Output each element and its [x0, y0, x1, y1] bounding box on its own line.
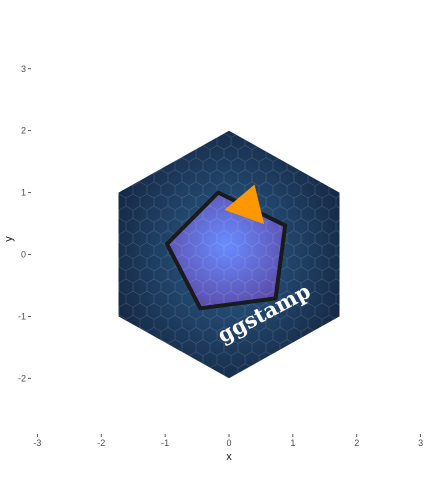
- x-tick-label: -2: [97, 438, 105, 448]
- y-tick-label: -2: [18, 373, 26, 383]
- x-tick-label: -3: [33, 438, 41, 448]
- x-tick-label: 3: [418, 438, 423, 448]
- y-axis-title: y: [3, 236, 15, 242]
- pentagon-outline: [165, 190, 288, 311]
- x-tick-label: 2: [354, 438, 359, 448]
- y-axis: -2 -1 0 1 2 3: [18, 64, 31, 383]
- x-tick-label: 0: [226, 438, 231, 448]
- y-tick-label: -1: [18, 311, 26, 321]
- x-axis: -3 -2 -1 0 1 2 3: [33, 434, 423, 448]
- x-axis-title: x: [226, 451, 232, 463]
- y-tick-label: 3: [21, 64, 26, 74]
- y-tick-label: 0: [21, 249, 26, 259]
- x-tick-label: 1: [290, 438, 295, 448]
- x-tick-label: -1: [161, 438, 169, 448]
- y-tick-label: 2: [21, 126, 26, 136]
- y-tick-label: 1: [21, 188, 26, 198]
- triangle-shape: [224, 184, 265, 225]
